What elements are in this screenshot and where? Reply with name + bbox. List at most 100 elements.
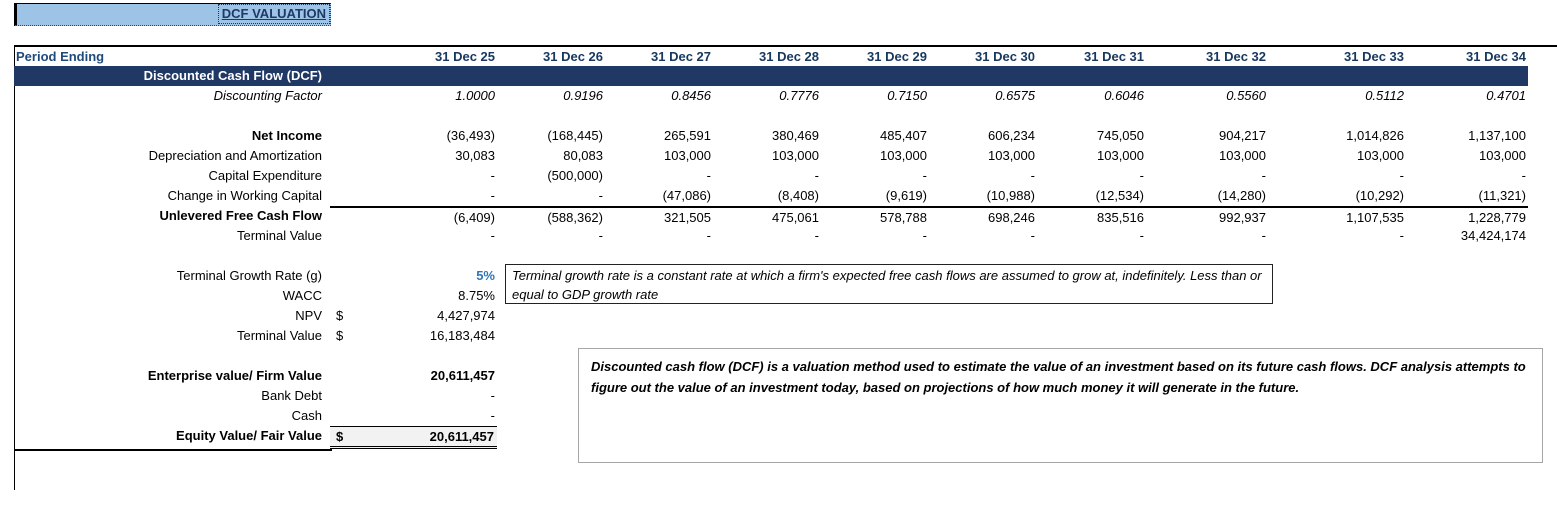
cell-unlevered-free-cash-flow-c6[interactable]: 835,516 (1037, 206, 1146, 230)
cell-unlevered-free-cash-flow-c4[interactable]: 578,788 (821, 206, 929, 230)
cell-depreciation-amortization-c4[interactable]: 103,000 (880, 148, 927, 163)
row-label-discounting-factor[interactable]: Discounting Factor (213, 88, 322, 103)
dcf-valuation-title-banner[interactable]: DCF VALUATION (14, 3, 331, 26)
cell-depreciation-amortization-c0[interactable]: 30,083 (455, 148, 495, 163)
cell-capital-expenditure-c9[interactable]: - (1521, 168, 1526, 183)
row-label-net-income[interactable]: Net Income (251, 128, 322, 143)
cell-discounting-factor-c3[interactable]: 0.7776 (779, 88, 819, 103)
cell-net-income-c2[interactable]: 265,591 (664, 128, 711, 143)
cell-change-in-working-capital-c3[interactable]: (8,408) (777, 188, 819, 203)
cell-spacer-1-c4[interactable] (821, 106, 929, 126)
spacer-cell[interactable] (330, 146, 356, 166)
cell-net-income-c4[interactable]: 485,407 (880, 128, 927, 143)
cell-terminal-value-c4[interactable]: - (922, 228, 927, 243)
cell-terminal-value-c8[interactable]: - (1399, 228, 1404, 243)
cell-change-in-working-capital-c5[interactable]: (10,988) (986, 188, 1035, 203)
cell-unlevered-free-cash-flow-c2[interactable]: 321,505 (605, 206, 713, 230)
cell-spacer-1-c5[interactable] (929, 106, 1037, 126)
cell-depreciation-amortization-c7[interactable]: 103,000 (1219, 148, 1266, 163)
terminal-growth-note-box[interactable]: Terminal growth rate is a constant rate … (505, 264, 1273, 304)
cell-change-in-working-capital-c4[interactable]: (9,619) (885, 188, 927, 203)
spacer-cell[interactable] (330, 186, 356, 206)
terminal-value-currency[interactable]: $ (336, 328, 344, 343)
spacer-cell[interactable] (330, 166, 356, 186)
cell-terminal-value-c3[interactable]: - (814, 228, 819, 243)
cell-capital-expenditure-c5[interactable]: - (1030, 168, 1035, 183)
cell-spacer-1-c9[interactable] (1406, 106, 1528, 126)
cell-spacer-1-c0[interactable] (356, 106, 497, 126)
cell-change-in-working-capital-c2[interactable]: (47,086) (662, 188, 711, 203)
cell-capital-expenditure-c7[interactable]: - (1261, 168, 1266, 183)
enterprise-value-label[interactable]: Enterprise value/ Firm Value (147, 368, 322, 383)
cell-depreciation-amortization-c9[interactable]: 103,000 (1479, 148, 1526, 163)
cell-depreciation-amortization-c3[interactable]: 103,000 (772, 148, 819, 163)
bank-debt-value[interactable]: - (490, 388, 495, 403)
cell-change-in-working-capital-c8[interactable]: (10,292) (1355, 188, 1404, 203)
column-header-6[interactable]: 31 Dec 31 (1084, 49, 1144, 64)
cell-spacer-1-c2[interactable] (605, 106, 713, 126)
cell-spacer-1-c8[interactable] (1268, 106, 1406, 126)
cell-net-income-c6[interactable]: 745,050 (1097, 128, 1144, 143)
column-header-2[interactable]: 31 Dec 27 (651, 49, 711, 64)
cell-discounting-factor-c6[interactable]: 0.6046 (1104, 88, 1144, 103)
cell-spacer-1-c6[interactable] (1037, 106, 1146, 126)
cell-unlevered-free-cash-flow-c1[interactable]: (588,362) (497, 206, 605, 230)
cell-discounting-factor-c1[interactable]: 0.9196 (563, 88, 603, 103)
terminal-growth-rate-value[interactable]: 5% (476, 268, 495, 283)
column-header-0[interactable]: 31 Dec 25 (435, 49, 495, 64)
column-header-1[interactable]: 31 Dec 26 (543, 49, 603, 64)
cell-net-income-c7[interactable]: 904,217 (1219, 128, 1266, 143)
cell-depreciation-amortization-c6[interactable]: 103,000 (1097, 148, 1144, 163)
cash-label[interactable]: Cash (291, 408, 322, 423)
column-header-9[interactable]: 31 Dec 34 (1466, 49, 1526, 64)
cell-capital-expenditure-c2[interactable]: - (706, 168, 711, 183)
npv-label[interactable]: NPV (295, 308, 322, 323)
spacer-cell[interactable] (330, 386, 356, 406)
cell-capital-expenditure-c6[interactable]: - (1139, 168, 1144, 183)
column-header-8[interactable]: 31 Dec 33 (1344, 49, 1404, 64)
spacer-cell[interactable] (330, 106, 356, 126)
cell-capital-expenditure-c3[interactable]: - (814, 168, 819, 183)
cell-net-income-c5[interactable]: 606,234 (988, 128, 1035, 143)
row-label-terminal-value[interactable]: Terminal Value (236, 228, 322, 243)
cell-net-income-c9[interactable]: 1,137,100 (1468, 128, 1526, 143)
cell-discounting-factor-c0[interactable]: 1.0000 (455, 88, 495, 103)
cell-terminal-value-c9[interactable]: 34,424,174 (1460, 228, 1526, 243)
period-ending-label[interactable]: Period Ending (16, 49, 105, 64)
spacer-cell[interactable] (330, 266, 356, 286)
section-header-label[interactable]: Discounted Cash Flow (DCF) (143, 68, 322, 83)
bank-debt-label[interactable]: Bank Debt (261, 388, 322, 403)
cell-terminal-value-c0[interactable]: - (490, 228, 495, 243)
cell-unlevered-free-cash-flow-c3[interactable]: 475,061 (713, 206, 821, 230)
column-header-3[interactable]: 31 Dec 28 (759, 49, 819, 64)
row-label-spacer-1[interactable] (14, 106, 330, 126)
cell-depreciation-amortization-c5[interactable]: 103,000 (988, 148, 1035, 163)
cell-discounting-factor-c2[interactable]: 0.8456 (671, 88, 711, 103)
terminal-growth-rate-label[interactable]: Terminal Growth Rate (g) (176, 268, 322, 283)
cell-unlevered-free-cash-flow-c5[interactable]: 698,246 (929, 206, 1037, 230)
row-label-capital-expenditure[interactable]: Capital Expenditure (208, 168, 322, 183)
cell-terminal-value-c5[interactable]: - (1030, 228, 1035, 243)
spacer-cell[interactable] (330, 126, 356, 146)
enterprise-value-amount[interactable]: 20,611,457 (430, 368, 495, 383)
spacer-cell[interactable] (330, 226, 356, 246)
cell-net-income-c0[interactable]: (36,493) (446, 128, 495, 143)
terminal-value-amount[interactable]: 16,183,484 (429, 328, 495, 343)
npv-value[interactable]: 4,427,974 (437, 308, 495, 323)
column-header-5[interactable]: 31 Dec 30 (975, 49, 1035, 64)
cell-spacer-1-c3[interactable] (713, 106, 821, 126)
cell-spacer-1-c1[interactable] (497, 106, 605, 126)
cell-unlevered-free-cash-flow-c8[interactable]: 1,107,535 (1268, 206, 1406, 230)
cell-change-in-working-capital-c1[interactable]: - (598, 188, 603, 203)
cell-terminal-value-c1[interactable]: - (598, 228, 603, 243)
spacer-cell[interactable] (330, 286, 356, 306)
cell-net-income-c8[interactable]: 1,014,826 (1346, 128, 1404, 143)
cell-change-in-working-capital-c9[interactable]: (11,321) (1478, 188, 1526, 203)
spacer-cell[interactable] (330, 206, 356, 230)
cash-value[interactable]: - (490, 408, 495, 423)
cell-depreciation-amortization-c1[interactable]: 80,083 (563, 148, 603, 163)
equity-value-label[interactable]: Equity Value/ Fair Value (176, 428, 322, 443)
row-label-depreciation-amortization[interactable]: Depreciation and Amortization (148, 148, 322, 163)
cell-terminal-value-c6[interactable]: - (1139, 228, 1144, 243)
wacc-label[interactable]: WACC (282, 288, 322, 303)
